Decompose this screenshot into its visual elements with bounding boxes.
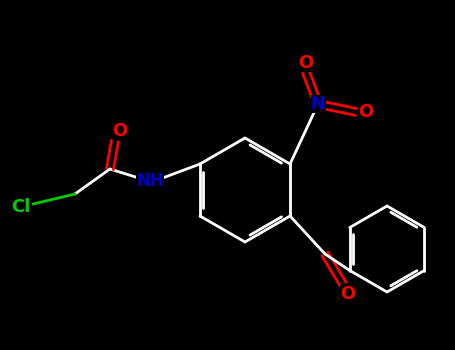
Text: N: N (310, 95, 325, 113)
Text: NH: NH (136, 172, 164, 190)
Text: O: O (340, 285, 356, 303)
Text: Cl: Cl (11, 198, 30, 216)
Text: O: O (112, 122, 127, 140)
Text: O: O (298, 54, 313, 72)
Text: O: O (359, 103, 374, 121)
